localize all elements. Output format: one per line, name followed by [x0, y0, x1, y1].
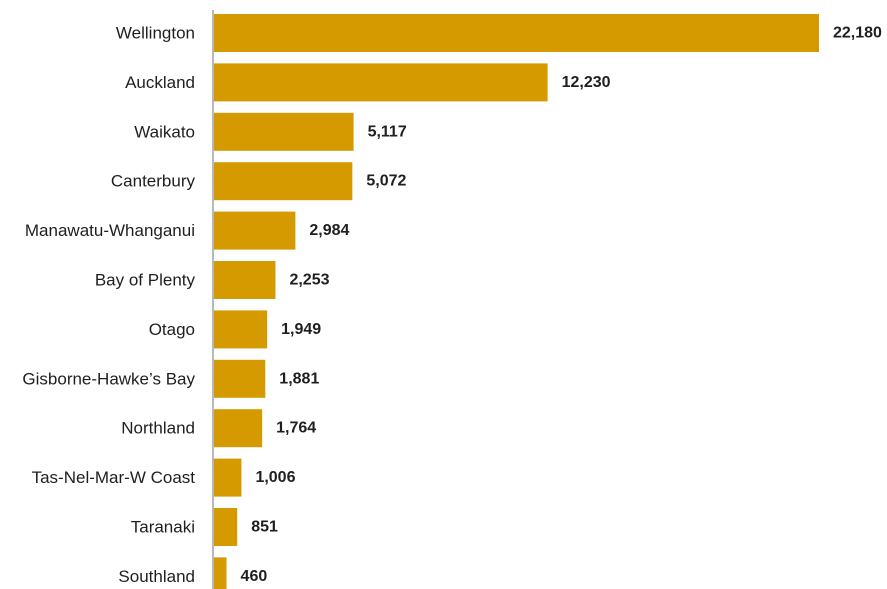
value-labels-group: 22,180 12,230 5,117 5,072 2,984 2,253 1,949 1,8… [241, 25, 882, 585]
category-label: Auckland [125, 73, 195, 92]
value-label: 2,984 [309, 222, 349, 239]
category-label: Tas-Nel-Mar-W Coast [32, 468, 196, 487]
value-label: 5,117 [368, 123, 407, 140]
category-label: Canterbury [111, 172, 196, 191]
bar [214, 14, 819, 52]
category-label: Southland [118, 567, 195, 586]
value-label: 460 [241, 568, 268, 585]
bar [214, 112, 354, 151]
value-label: 5,072 [366, 173, 406, 190]
bar [214, 211, 296, 250]
bar [214, 508, 238, 546]
category-label: Manawatu-Whanganui [25, 221, 195, 240]
category-label: Wellington [116, 24, 195, 43]
category-label: Northland [121, 419, 195, 438]
category-label: Taranaki [131, 518, 195, 537]
bar [214, 458, 242, 497]
category-label: Bay of Plenty [95, 271, 196, 290]
value-label: 12,230 [562, 74, 611, 91]
bars-group [214, 14, 819, 589]
bar [214, 63, 548, 102]
bar [214, 261, 276, 299]
value-label: 1,949 [281, 321, 321, 338]
bar [214, 409, 263, 448]
category-labels-group: Wellington Auckland Waikato Canterbury Manaw… [22, 24, 195, 586]
value-label: 851 [251, 519, 278, 536]
value-label: 1,006 [255, 469, 295, 486]
bar [214, 557, 227, 589]
category-label: Waikato [134, 122, 195, 141]
value-label: 1,881 [279, 370, 319, 387]
bar [214, 162, 353, 201]
category-label: Gisborne-Hawke’s Bay [22, 369, 195, 388]
value-label: 1,764 [276, 420, 316, 437]
value-label: 2,253 [289, 272, 329, 289]
category-label: Otago [149, 320, 195, 339]
bar [214, 359, 266, 398]
value-label: 22,180 [833, 25, 882, 42]
bar [214, 310, 268, 349]
